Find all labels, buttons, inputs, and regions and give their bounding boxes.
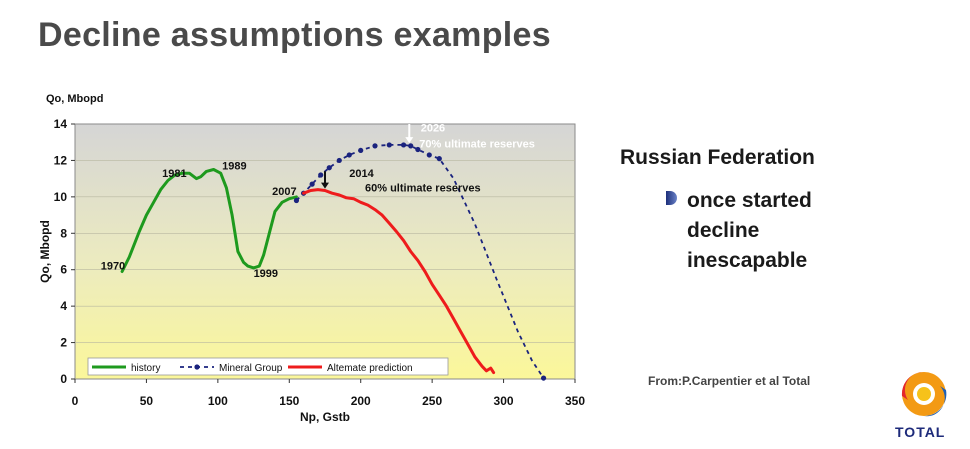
total-logo-icon — [901, 371, 947, 417]
series-point — [436, 156, 442, 162]
y-tick-label: 10 — [54, 190, 68, 204]
series-point — [386, 142, 392, 148]
y-tick-label: 14 — [54, 117, 68, 131]
annotation-label: 70% ultimate reserves — [419, 139, 535, 151]
series-point — [293, 197, 300, 204]
bullet-item: once started decline inescapable — [666, 186, 857, 276]
bullet-icon — [666, 191, 677, 205]
decline-chart: 0 2 4 6 8 10 12 14 0 50 100 150 200 250 300 350 Np, Gstb… — [38, 93, 585, 424]
series-point — [358, 147, 364, 154]
y-tick-label: 0 — [60, 372, 67, 386]
series-line-2 — [302, 188, 496, 375]
series-point — [426, 152, 432, 158]
x-tick-label: 150 — [279, 394, 299, 408]
series-point — [400, 142, 407, 148]
legend: history Mineral Group Altemate prediction — [87, 357, 449, 376]
legend-label: history — [131, 363, 160, 374]
annotation-label: 1970 — [101, 261, 125, 273]
legend-label: Altemate prediction — [327, 363, 413, 374]
series-point — [415, 146, 421, 153]
annotation-label: 60% ultimate reserves — [365, 182, 481, 194]
annotation-arrowhead — [321, 182, 329, 189]
y-tick-label: 12 — [54, 153, 68, 167]
legend-box — [87, 357, 449, 376]
series-point — [309, 181, 315, 187]
series-point — [346, 152, 352, 158]
axes: 0 2 4 6 8 10 12 14 0 50 100 150 200 250 300 350 Np, Gstb… — [38, 93, 585, 424]
source-note: From:P.Carpentier et al Total — [648, 374, 811, 388]
x-tick-label: 200 — [351, 394, 371, 408]
annotation-label: 1981 — [162, 168, 186, 180]
series-point — [318, 172, 324, 178]
plot-area — [74, 123, 576, 380]
logo-wordmark: TOTAL — [895, 424, 946, 440]
slide-title: Decline assumptions examples — [38, 16, 551, 54]
y-tick-label: 2 — [60, 336, 67, 350]
legend-label: Mineral Group — [219, 363, 283, 374]
y-tick-label: 8 — [60, 226, 67, 240]
series-line-0 — [120, 168, 298, 273]
x-tick-label: 250 — [422, 394, 442, 408]
annotations: 1970 1981 1989 1999 2007 2014 60% ultimate res… — [101, 122, 535, 280]
x-axis-label: Np, Gstb — [300, 410, 350, 424]
series-point — [372, 143, 378, 149]
series-point — [408, 143, 414, 149]
x-tick-label: 100 — [208, 394, 228, 408]
annotation-label: 2014 — [349, 168, 374, 180]
legend-swatch-marker — [194, 364, 200, 370]
y-tick-label: 6 — [60, 263, 67, 277]
gridlines — [75, 160, 575, 343]
annotation-arrowhead — [405, 137, 414, 144]
series-point — [336, 157, 342, 164]
series — [120, 142, 547, 381]
side-heading: Russian Federation — [620, 146, 815, 169]
series-point — [540, 375, 547, 381]
annotation-label: 2026 — [421, 122, 445, 134]
x-tick-label: 0 — [72, 394, 79, 408]
series-point — [326, 165, 332, 171]
annotation-label: 1999 — [254, 268, 278, 280]
x-tick-label: 350 — [565, 394, 585, 408]
x-tick-label: 50 — [140, 394, 154, 408]
y-axis-label: Qo, Mbopd — [38, 220, 52, 283]
y-axis-unit-label: Qo, Mbopd — [46, 93, 103, 105]
annotation-label: 1989 — [222, 161, 246, 173]
y-tick-label: 4 — [60, 299, 67, 313]
x-tick-label: 300 — [494, 394, 514, 408]
annotation-label: 2007 — [272, 186, 296, 198]
bullet-text: once started decline inescapable — [687, 189, 812, 272]
